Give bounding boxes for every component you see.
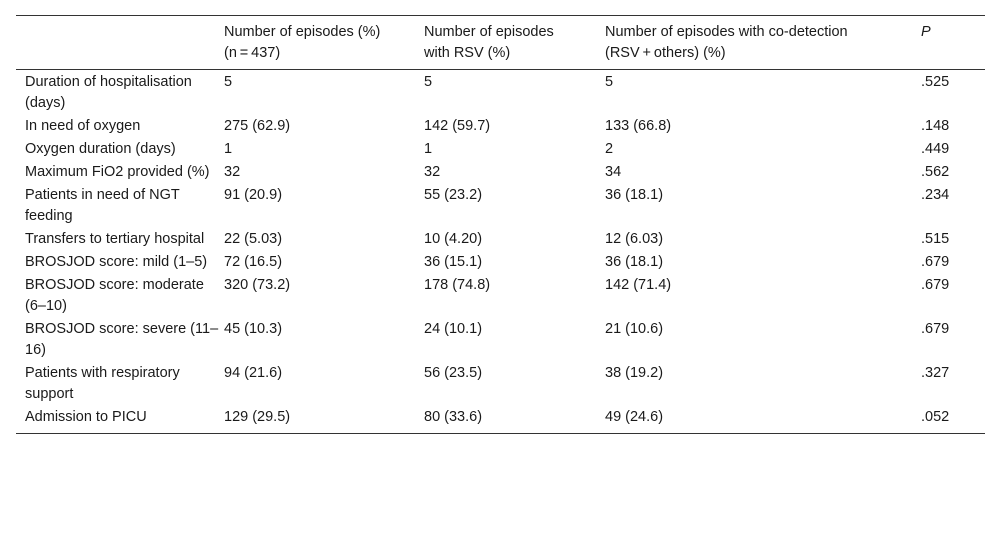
cell-episodes: 94 (21.6) [224,365,283,381]
cell-rsv: 1 [424,141,433,157]
cell-p-value: .449 [921,141,950,157]
header-cell-rsv: Number of episodes with RSV (%) [424,16,605,70]
header-episodes-line2: (n = 437) [224,45,281,61]
cell-rsv: 142 (59.7) [424,118,491,134]
cell-p-value: .234 [921,187,950,203]
header-codetection-line2: (RSV + others) (%) [605,45,726,61]
cell-label: Maximum FiO2 provided (%) [25,164,210,180]
cell-label: Transfers to tertiary hospital [25,231,205,247]
cell-label: BROSJOD score: moderate (6–10) [25,277,204,314]
cell-codetection: 49 (24.6) [605,409,664,425]
cell-rsv: 36 (15.1) [424,254,483,270]
cell-label: BROSJOD score: mild (1–5) [25,254,208,270]
cell-rsv: 178 (74.8) [424,277,491,293]
cell-episodes: 45 (10.3) [224,321,283,337]
cell-rsv: 10 (4.20) [424,231,483,247]
cell-label: Patients with respiratory support [25,365,180,402]
table-row: Patients in need of NGT feeding 91 (20.9)… [16,184,985,228]
cell-episodes: 22 (5.03) [224,231,283,247]
header-cell-p-value: P [921,16,985,70]
table-row: Transfers to tertiary hospital 22 (5.03) 1… [16,228,985,251]
cell-p-value: .052 [921,409,950,425]
table-header: Number of episodes (%) (n = 437) Number … [16,15,985,70]
cell-p-value: .679 [921,277,950,293]
cell-codetection: 34 [605,164,622,180]
cell-codetection: 12 (6.03) [605,231,664,247]
cell-episodes: 320 (73.2) [224,277,291,293]
cell-p-value: .679 [921,254,950,270]
cell-label: Duration of hospitalisation (days) [25,74,192,111]
cell-rsv: 24 (10.1) [424,321,483,337]
cell-codetection: 133 (66.8) [605,118,672,134]
table-row: BROSJOD score: moderate (6–10) 320 (73.2)… [16,274,985,318]
cell-label: In need of oxygen [25,118,141,134]
cell-episodes: 129 (29.5) [224,409,291,425]
header-episodes-line1: Number of episodes (%) [224,24,381,40]
table-row: Oxygen duration (days) 1 1 2 .449 [16,138,985,161]
cell-label: Admission to PICU [25,409,147,425]
cell-codetection: 38 (19.2) [605,365,664,381]
cell-label: BROSJOD score: severe (11–16) [25,321,219,358]
table-row: Duration of hospitalisation (days) 5 5 5 .52… [16,70,985,116]
cell-codetection: 36 (18.1) [605,187,664,203]
table-row: Patients with respiratory support 94 (21.… [16,362,985,406]
header-rsv-line1: Number of episodes [424,24,554,40]
cell-episodes: 275 (62.9) [224,118,291,134]
cell-codetection: 2 [605,141,614,157]
cell-p-value: .679 [921,321,950,337]
table-row: BROSJOD score: severe (11–16) 45 (10.3) 24… [16,318,985,362]
cell-episodes: 72 (16.5) [224,254,283,270]
cell-p-value: .525 [921,74,950,90]
header-cell-codetection: Number of episodes with co-detection (RS… [605,16,921,70]
cell-episodes: 5 [224,74,233,90]
results-table-container: Number of episodes (%) (n = 437) Number … [16,15,985,434]
header-rsv-line2: with RSV (%) [424,45,511,61]
cell-rsv: 32 [424,164,441,180]
cell-rsv: 5 [424,74,433,90]
cell-codetection: 36 (18.1) [605,254,664,270]
cell-codetection: 5 [605,74,614,90]
cell-p-value: .562 [921,164,950,180]
header-cell-label [16,16,224,70]
cell-p-value: .327 [921,365,950,381]
cell-rsv: 56 (23.5) [424,365,483,381]
cell-episodes: 91 (20.9) [224,187,283,203]
header-p-line1: P [921,24,931,40]
table-body: Duration of hospitalisation (days) 5 5 5 .52… [16,70,985,434]
table-row: Maximum FiO2 provided (%) 32 32 34 .562 [16,161,985,184]
header-cell-episodes: Number of episodes (%) (n = 437) [224,16,424,70]
table-row: Admission to PICU 129 (29.5) 80 (33.6) 49 (… [16,406,985,434]
cell-rsv: 55 (23.2) [424,187,483,203]
header-row: Number of episodes (%) (n = 437) Number … [16,15,985,70]
cell-label: Oxygen duration (days) [25,141,176,157]
cell-episodes: 1 [224,141,233,157]
cell-episodes: 32 [224,164,241,180]
cell-codetection: 142 (71.4) [605,277,672,293]
cell-codetection: 21 (10.6) [605,321,664,337]
results-table: Number of episodes (%) (n = 437) Number … [16,15,985,434]
cell-p-value: .148 [921,118,950,134]
cell-rsv: 80 (33.6) [424,409,483,425]
cell-p-value: .515 [921,231,950,247]
cell-label: Patients in need of NGT feeding [25,187,180,224]
table-row: In need of oxygen 275 (62.9) 142 (59.7) 133… [16,115,985,138]
table-row: BROSJOD score: mild (1–5) 72 (16.5) 36 (15… [16,251,985,274]
header-codetection-line1: Number of episodes with co-detection [605,24,848,40]
